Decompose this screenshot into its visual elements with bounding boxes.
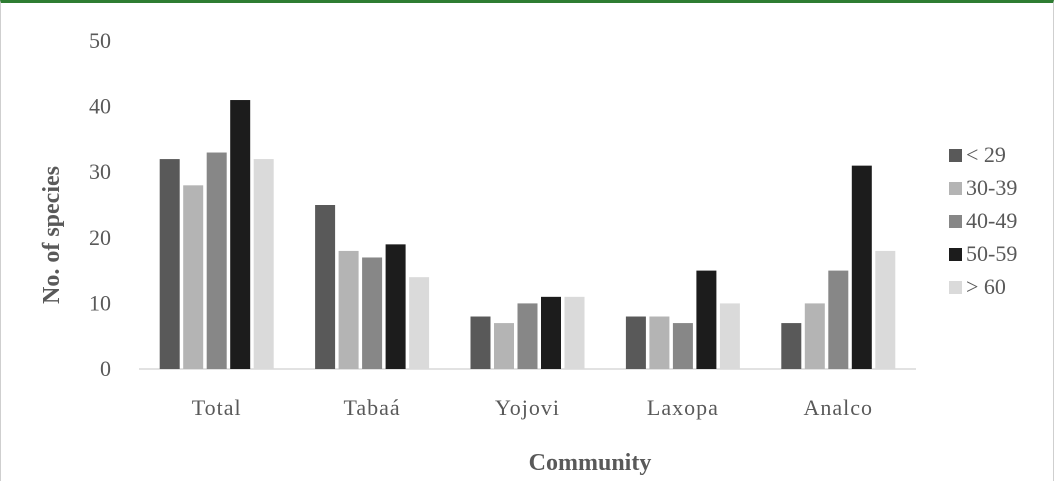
bar-analco-2 <box>828 270 849 369</box>
bar-analco-3 <box>851 165 872 369</box>
legend-label: 50-59 <box>966 241 1017 266</box>
bar-yojovi-1 <box>494 323 514 369</box>
y-tick-label: 30 <box>89 159 111 184</box>
bar-total-1 <box>183 185 204 369</box>
bar-total-3 <box>230 100 251 369</box>
x-axis: Total Tabaá Yojovi Laxopa Analco <box>192 395 874 420</box>
x-tick-label: Total <box>192 395 242 420</box>
bar-laxopa-1 <box>649 316 670 369</box>
bars <box>159 100 896 369</box>
y-tick-label: 0 <box>100 356 111 381</box>
bar-yojovi-2 <box>517 303 538 369</box>
y-tick-label: 10 <box>89 290 111 315</box>
legend-swatch <box>949 215 962 228</box>
x-tick-label: Tabaá <box>343 395 400 420</box>
x-tick-label: Laxopa <box>647 395 719 420</box>
bar-yojovi-3 <box>541 296 561 369</box>
bar-total-0 <box>159 159 180 369</box>
bar-laxopa-0 <box>625 316 646 369</box>
bar-tabaá-0 <box>315 205 336 369</box>
bar-laxopa-4 <box>719 303 740 369</box>
bar-yojovi-0 <box>470 316 491 369</box>
x-tick-label: Yojovi <box>495 395 560 420</box>
legend-label: > 60 <box>966 274 1006 299</box>
y-axis: 0 10 20 30 40 50 <box>89 28 111 381</box>
y-axis-title: No. of species <box>39 166 65 304</box>
y-tick-label: 20 <box>89 225 111 250</box>
bar-chart: 0 10 20 30 40 50 Total Tabaá Yojovi Laxopa Analco… <box>39 28 1017 476</box>
legend-swatch <box>949 149 962 162</box>
bar-laxopa-3 <box>696 270 717 369</box>
y-tick-label: 40 <box>89 94 111 119</box>
legend-label: 30-39 <box>966 175 1017 200</box>
x-axis-title: Community <box>529 450 652 476</box>
bar-analco-1 <box>804 303 825 369</box>
bar-tabaá-2 <box>362 257 383 369</box>
legend: < 29 30-39 40-49 50-59 > 60 <box>949 142 1017 299</box>
bar-analco-0 <box>781 323 802 369</box>
legend-label: 40-49 <box>966 208 1017 233</box>
legend-swatch <box>949 182 962 195</box>
legend-label: < 29 <box>966 142 1006 167</box>
bar-total-2 <box>206 152 227 369</box>
y-tick-label: 50 <box>89 28 111 53</box>
bar-laxopa-2 <box>672 323 693 369</box>
bar-yojovi-4 <box>564 296 585 369</box>
legend-swatch <box>949 248 962 261</box>
bar-tabaá-1 <box>338 250 359 369</box>
x-tick-label: Analco <box>804 395 874 420</box>
bar-analco-4 <box>875 250 896 369</box>
bar-tabaá-3 <box>385 244 406 369</box>
legend-swatch <box>949 281 962 294</box>
bar-tabaá-4 <box>409 277 430 369</box>
bar-total-4 <box>253 159 274 369</box>
